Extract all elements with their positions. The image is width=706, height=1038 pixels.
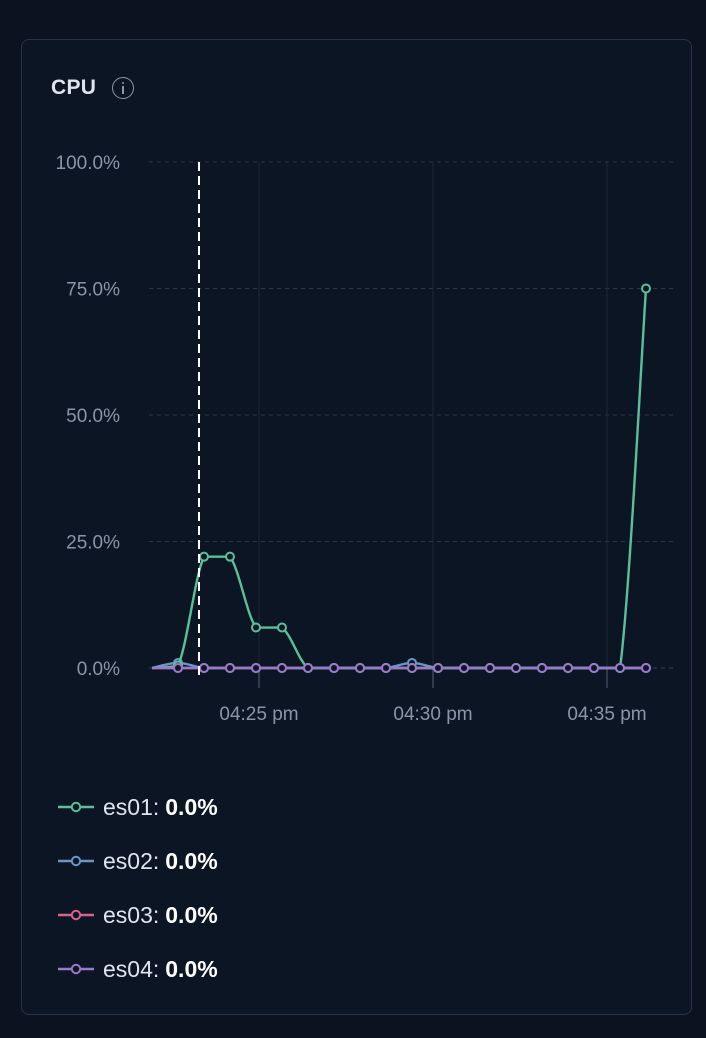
series-line-es01 <box>151 288 648 670</box>
legend-value: 0.0% <box>165 847 218 874</box>
data-point-es04[interactable] <box>485 663 495 673</box>
data-point-es04[interactable] <box>329 663 339 673</box>
legend-label: es04: <box>103 955 160 982</box>
data-point-es04[interactable] <box>225 663 235 673</box>
x-tick-label: 04:25 pm <box>219 704 298 725</box>
data-point-es01[interactable] <box>199 551 209 562</box>
legend-item-es03[interactable]: es03: 0.0% <box>58 888 218 942</box>
legend-swatch-es02 <box>58 855 94 867</box>
data-point-es01[interactable] <box>251 622 261 633</box>
y-tick-label: 0.0% <box>77 659 120 680</box>
data-point-es04[interactable] <box>199 663 209 673</box>
cpu-chart: 0.0% 25.0% 50.0% 75.0% 100.0% 04:25 pm 04:30 p… <box>56 153 674 725</box>
data-point-es04[interactable] <box>381 663 391 673</box>
panel-title: CPU <box>51 76 97 99</box>
legend-item-es04[interactable]: es04: 0.0% <box>58 942 218 996</box>
data-point-es04[interactable] <box>563 663 573 673</box>
data-point-es04[interactable] <box>355 663 365 673</box>
data-point-es04[interactable] <box>615 663 625 673</box>
data-point-es04[interactable] <box>511 663 521 673</box>
data-point-es04[interactable] <box>641 663 651 673</box>
legend-swatch-es01 <box>58 801 94 813</box>
legend-label: es03: <box>103 901 160 928</box>
legend-label: es01: <box>103 793 160 820</box>
data-point-es04[interactable] <box>303 663 313 673</box>
y-tick-label: 75.0% <box>66 280 120 301</box>
legend-swatch-es03 <box>58 909 94 921</box>
legend-swatch-es04 <box>58 963 94 975</box>
data-point-es04[interactable] <box>459 663 469 673</box>
data-point-es01[interactable] <box>225 551 235 562</box>
legend-item-es01[interactable]: es01: 0.0% <box>58 780 218 834</box>
data-point-es01[interactable] <box>641 283 651 294</box>
chart-series <box>151 283 651 673</box>
data-point-es04[interactable] <box>251 663 261 673</box>
chart-legend: es01: 0.0% es02: 0.0% es03: 0.0% es04: <box>58 780 218 996</box>
data-point-es04[interactable] <box>277 663 287 673</box>
legend-item-es02[interactable]: es02: 0.0% <box>58 834 218 888</box>
legend-value: 0.0% <box>165 901 218 928</box>
x-tick-label: 04:35 pm <box>567 704 646 725</box>
chart-grid <box>149 161 674 668</box>
data-point-es04[interactable] <box>589 663 599 673</box>
legend-value: 0.0% <box>165 955 218 982</box>
y-tick-label: 25.0% <box>66 533 120 554</box>
panel-header: CPU <box>51 76 135 100</box>
legend-value: 0.0% <box>165 793 218 820</box>
y-tick-label: 100.0% <box>56 153 121 174</box>
y-tick-label: 50.0% <box>66 406 120 427</box>
data-point-es04[interactable] <box>433 663 443 673</box>
data-point-es04[interactable] <box>537 663 547 673</box>
chart-axes: 0.0% 25.0% 50.0% 75.0% 100.0% 04:25 pm 04:30 p… <box>56 153 674 725</box>
data-point-es04[interactable] <box>173 663 183 673</box>
x-tick-label: 04:30 pm <box>393 704 472 725</box>
legend-label: es02: <box>103 847 160 874</box>
data-point-es04[interactable] <box>407 663 417 673</box>
data-point-es01[interactable] <box>277 622 287 633</box>
info-icon[interactable] <box>112 77 135 99</box>
cpu-panel: CPU 0.0% 25.0% 50.0% 75.0% 100.0% 04:25 pm 04:… <box>21 39 692 1015</box>
